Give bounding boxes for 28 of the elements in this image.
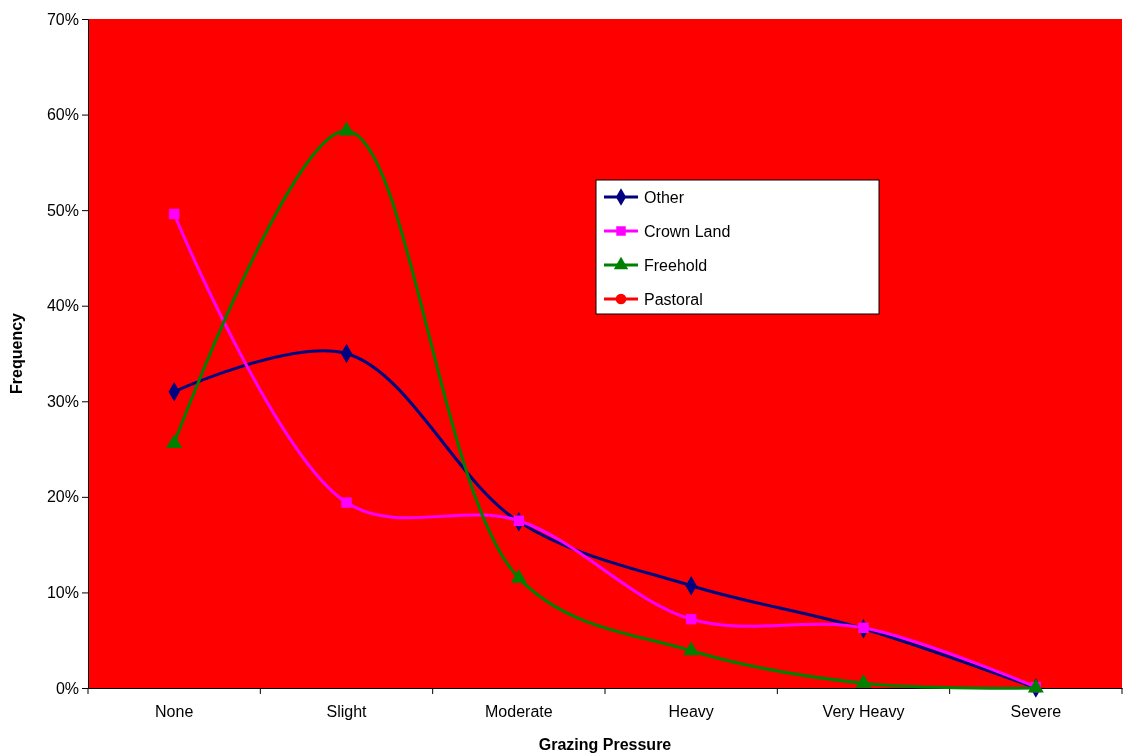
y-axis-title: Frequency — [8, 312, 25, 394]
y-tick-label: 40% — [46, 297, 79, 315]
x-tick-label: Very Heavy — [822, 703, 905, 721]
legend-label: Freehold — [644, 257, 708, 274]
x-axis-title: Grazing Pressure — [538, 736, 672, 753]
point — [683, 641, 700, 656]
point — [341, 497, 352, 508]
point — [168, 208, 180, 220]
x-tick-label: Heavy — [668, 703, 714, 721]
legend-label: Pastoral — [644, 291, 703, 308]
point — [855, 674, 872, 688]
x-tick-label: Moderate — [485, 703, 553, 721]
point — [685, 613, 697, 625]
legend-label: Crown Land — [644, 223, 731, 240]
y-tick-label: 50% — [46, 201, 79, 219]
x-tick-label: Slight — [326, 703, 368, 721]
point — [513, 515, 525, 526]
y-tick-label: 70% — [46, 10, 79, 28]
legend-label: Other — [644, 189, 685, 206]
y-tick-label: 60% — [46, 106, 79, 124]
y-tick-label: 10% — [46, 584, 79, 602]
x-tick-label: None — [155, 703, 194, 721]
point — [510, 568, 527, 583]
x-tick-label: Severe — [1010, 703, 1062, 721]
y-tick-label: 30% — [46, 392, 79, 410]
y-tick-label: 0% — [55, 679, 79, 697]
point — [858, 622, 869, 634]
y-tick-label: 20% — [46, 488, 79, 506]
